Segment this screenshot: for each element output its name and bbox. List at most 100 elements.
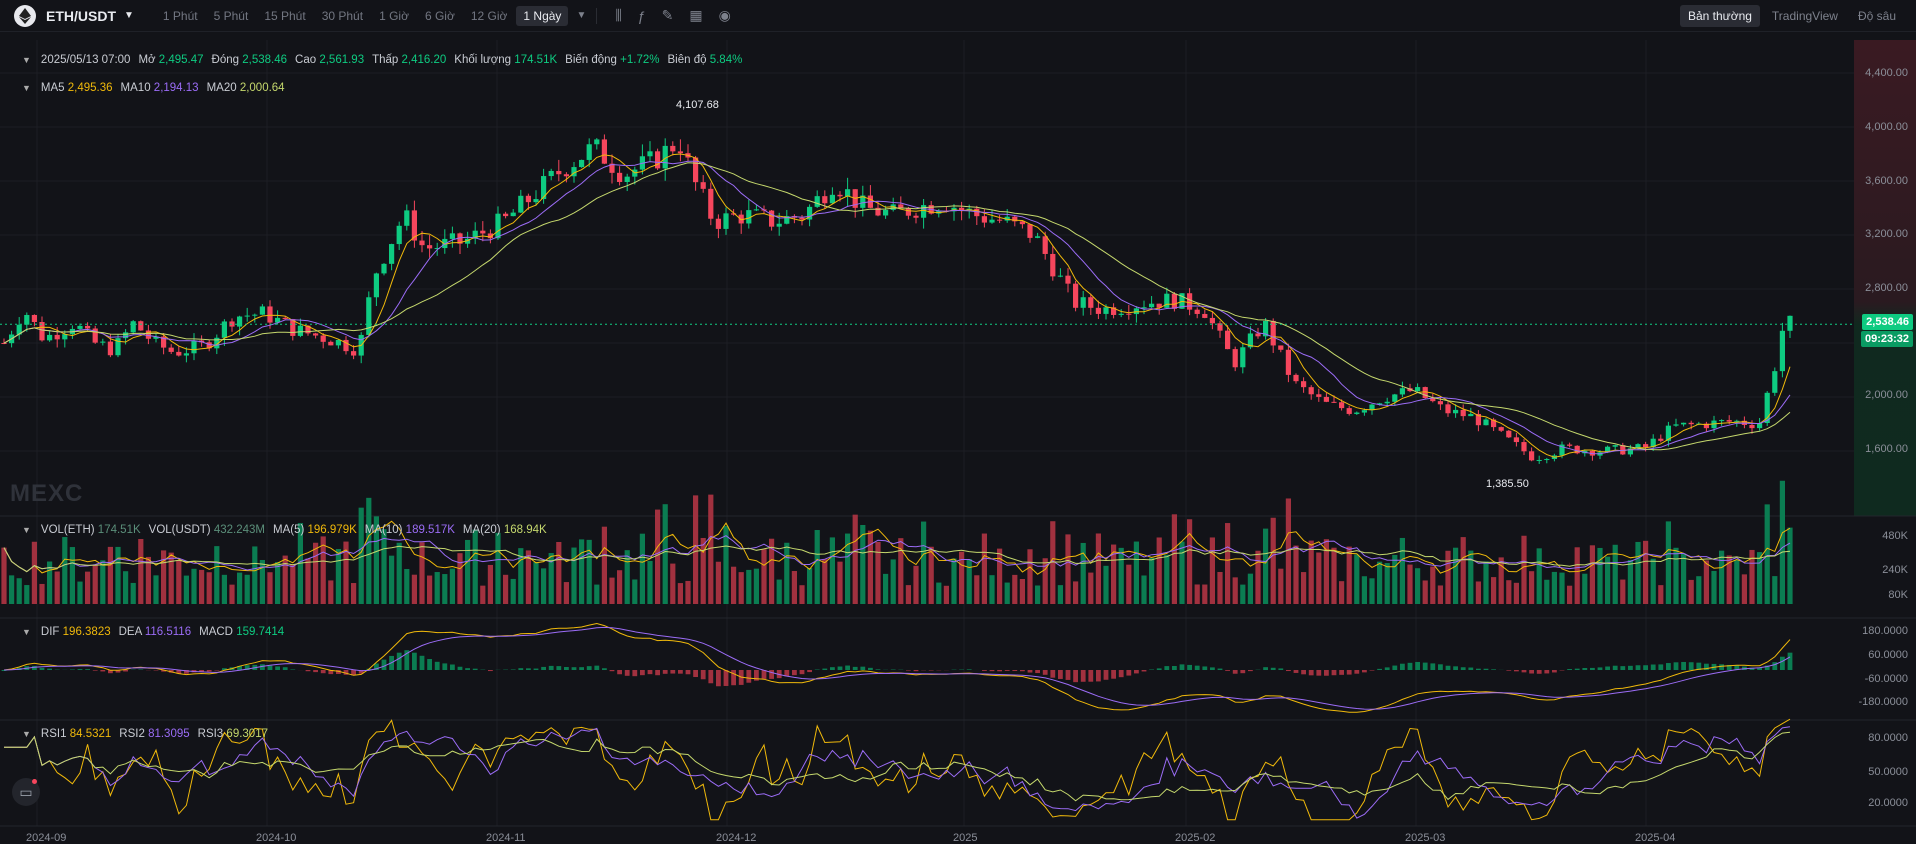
candle-body [693, 157, 699, 183]
macd-bar [328, 670, 334, 675]
macd-label: MACD [199, 626, 233, 638]
candle-body [1567, 444, 1573, 446]
macd-bar [1476, 668, 1481, 670]
candle-body [77, 325, 83, 329]
macd-bar [1187, 664, 1192, 670]
volume-bar [1126, 564, 1132, 604]
volume-bar [905, 585, 911, 604]
volume-bar [708, 494, 714, 604]
candle-body [1057, 275, 1063, 277]
interval-15m[interactable]: 15 Phút [264, 8, 306, 23]
macd-bar [868, 667, 873, 670]
macd-bar [586, 666, 592, 670]
macd-bar [852, 666, 858, 670]
candle-body [282, 317, 288, 320]
macd-bar [1552, 670, 1557, 673]
view-tradingview[interactable]: TradingView [1771, 9, 1838, 23]
interval-1d[interactable]: 1 Ngày [516, 5, 569, 26]
interval-6h[interactable]: 6 Giờ [424, 8, 455, 23]
chevron-down-icon[interactable]: ▼ [124, 10, 134, 21]
macd-bar [1065, 670, 1071, 680]
volume-bar [655, 509, 661, 604]
chat-icon[interactable]: ▭ [12, 778, 40, 806]
volume-bar [1422, 580, 1428, 604]
candle-body [1506, 430, 1512, 438]
collapse-chevron-icon[interactable]: ▼ [22, 729, 31, 739]
volume-bar [1316, 552, 1322, 604]
interval-1m[interactable]: 1 Phút [162, 8, 198, 23]
macd-bar [1194, 665, 1200, 670]
view-depth[interactable]: Độ sâu [1857, 9, 1896, 23]
volume-bar [54, 571, 60, 604]
macd-bar [571, 667, 577, 670]
volume-bar [275, 562, 281, 604]
volume-bar [1240, 584, 1246, 604]
collapse-chevron-icon[interactable]: ▼ [22, 55, 31, 65]
candle-body [297, 325, 303, 336]
collapse-chevron-icon[interactable]: ▼ [22, 525, 31, 535]
interval-30m[interactable]: 30 Phút [321, 8, 364, 23]
macd-bar [1567, 669, 1572, 670]
macd-bar [396, 652, 402, 670]
volume-bar [890, 559, 896, 604]
volume-bar [1460, 537, 1466, 604]
interval-5m[interactable]: 5 Phút [213, 8, 249, 23]
volume-bar [1627, 560, 1633, 604]
volume-bar [115, 546, 121, 604]
rsi-tick: 50.0000 [1868, 766, 1908, 778]
volume-bar [1004, 582, 1010, 604]
volume-bar [822, 559, 828, 604]
volume-bar [1734, 560, 1740, 604]
candle-body [1703, 423, 1709, 429]
candle-body [1263, 320, 1269, 337]
candle-body [1749, 424, 1755, 429]
price-tick: 2,800.00 [1865, 282, 1908, 294]
interval-1h[interactable]: 1 Giờ [379, 8, 409, 23]
volume-bar [206, 572, 212, 604]
candle-type-icon[interactable]: ⫼ [615, 7, 622, 23]
collapse-chevron-icon[interactable]: ▼ [22, 627, 31, 637]
candle-body [1187, 293, 1193, 310]
interval-12h[interactable]: 12 Giờ [470, 8, 508, 23]
candle-body [1012, 216, 1018, 222]
candle-body [799, 217, 805, 220]
volume-bar [959, 551, 965, 604]
collapse-chevron-icon[interactable]: ▼ [22, 83, 31, 93]
candle-body [1377, 403, 1383, 405]
candle-body [1605, 446, 1611, 453]
volume-bar [465, 539, 471, 604]
volume-bar [700, 537, 706, 604]
volume-bar [1225, 523, 1231, 604]
volume-value: 174.51K [514, 54, 558, 66]
volume-bar [1209, 537, 1215, 604]
volume-bar [1764, 504, 1770, 604]
candle-body [579, 159, 585, 168]
volume-bar [449, 568, 455, 604]
symbol-name[interactable]: ETH/USDT [46, 7, 116, 24]
candle-body [1027, 224, 1033, 238]
camera-icon[interactable]: ◉ [718, 7, 731, 23]
volume-bar [647, 560, 653, 604]
candle-body [1050, 253, 1056, 277]
vol-usdt-label: VOL(USDT) [148, 524, 211, 536]
volume-bar [411, 574, 417, 604]
candle-body [1681, 422, 1687, 425]
macd-bar [1582, 667, 1588, 670]
volume-bar [951, 558, 957, 604]
candle-body [290, 319, 296, 336]
volume-bar [1270, 517, 1276, 604]
macd-bar [754, 670, 759, 681]
top-toolbar: ETH/USDT ▼ 1 Phút 5 Phút 15 Phút 30 Phút… [0, 0, 1916, 32]
draw-icon[interactable]: ✎ [661, 7, 674, 23]
candle-body [1468, 413, 1474, 417]
indicator-icon[interactable]: ƒ [637, 7, 646, 24]
candle-body [434, 248, 440, 250]
layout-icon[interactable]: ▦ [689, 7, 703, 23]
view-normal[interactable]: Bản thường [1679, 5, 1760, 27]
interval-more-chevron-icon[interactable]: ▼ [576, 10, 587, 21]
macd-tick: -180.0000 [1858, 696, 1908, 708]
candle-body [1240, 347, 1246, 368]
rsi1-line [4, 718, 1791, 821]
volume-bar [1042, 558, 1048, 604]
